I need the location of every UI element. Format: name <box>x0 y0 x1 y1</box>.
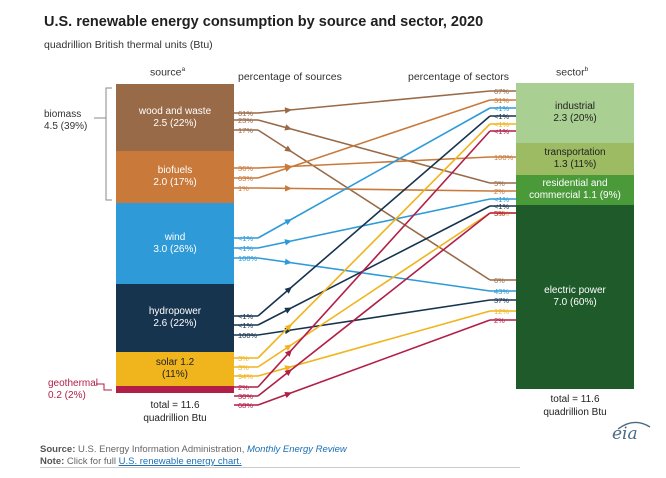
sector-block-transportation <box>516 143 634 175</box>
flow-arrow-icon <box>284 218 292 226</box>
source-label-hydropower: hydropower 2.6 (22%) <box>148 306 202 329</box>
source-label-solar-1-2: solar 1.2 (11%) <box>155 357 195 380</box>
source-block-wind <box>116 203 234 284</box>
flow-arrow-icon <box>284 307 292 314</box>
flow-line <box>257 205 491 326</box>
flow-line <box>257 107 491 239</box>
source-block-geothermal <box>116 386 234 393</box>
source-header: sourcea <box>150 66 186 79</box>
sector-label-residential-and: residential and commercial 1.1 (9%) <box>529 178 621 201</box>
source-label-wind: wind 3.0 (26%) <box>153 231 197 255</box>
flow-arrow-icon <box>284 369 292 377</box>
sector-block-electric-power <box>516 205 634 389</box>
flow-line <box>257 115 491 317</box>
page-title: U.S. renewable energy consumption by sou… <box>44 14 484 30</box>
flow-line <box>257 130 491 388</box>
flow-line <box>257 198 491 249</box>
flow-line <box>257 99 491 179</box>
flow-arrow-icon <box>284 344 292 351</box>
page-subtitle: quadrillion British thermal units (Btu) <box>44 39 213 51</box>
flow-line <box>257 90 491 114</box>
flow-line <box>257 257 491 292</box>
flow-arrow-icon <box>284 185 292 192</box>
source-block-hydropower <box>116 284 234 352</box>
flow-arrow-icon <box>284 124 292 131</box>
flow-arrow-icon <box>284 239 292 246</box>
flow-line <box>257 212 491 368</box>
source-label-biofuels: biofuels 2.0 (17%) <box>153 165 197 188</box>
pct-sources-header: percentage of sources <box>238 71 342 83</box>
pct-sectors-header: percentage of sectors <box>408 71 509 83</box>
eia-logo: eia <box>612 424 638 444</box>
geothermal-label: geothermal 0.2 (2%) <box>48 378 99 401</box>
geothermal-connector <box>96 383 112 391</box>
sector-block-residential-and <box>516 175 634 205</box>
sector-header: sectorb <box>556 66 589 79</box>
sector-block-industrial <box>516 83 634 143</box>
source-label-wood-and-waste: wood and waste 2.5 (22%) <box>138 105 212 129</box>
source-block-wood-and-waste <box>116 84 234 151</box>
monthly-energy-review-link[interactable]: Monthly Energy Review <box>246 444 347 455</box>
flow-arrow-icon <box>284 349 292 357</box>
flow-line <box>257 212 491 397</box>
sector-label-electric-power: electric power 7.0 (60%) <box>544 285 606 308</box>
flow-line <box>257 319 491 406</box>
flow-line <box>257 156 491 169</box>
flow-arrow-icon <box>284 258 292 266</box>
flow-arrow-icon <box>284 165 292 172</box>
sector-label-transportation: transportation 1.3 (11%) <box>544 147 606 170</box>
source-total: total = 11.6 quadrillion Btu <box>143 400 207 424</box>
source-block-solar-1-2 <box>116 352 234 386</box>
flow-line <box>257 129 491 281</box>
eia-logo-arc-icon <box>617 421 651 430</box>
flow-arrow-icon <box>284 145 292 152</box>
flow-arrow-icon <box>284 286 292 294</box>
flow-line <box>257 123 491 359</box>
biomass-bracket <box>105 87 112 201</box>
sector-label-industrial: industrial 2.3 (20%) <box>553 101 597 124</box>
footer-divider <box>40 467 520 468</box>
biomass-label: biomass 4.5 (39%) <box>44 109 88 132</box>
source-block-biofuels <box>116 151 234 203</box>
sector-total: total = 11.6 quadrillion Btu <box>543 394 607 418</box>
flow-arrow-icon <box>284 107 292 114</box>
flow-arrow-icon <box>284 365 292 372</box>
flow-arrow-icon <box>284 391 292 398</box>
flow-line <box>257 187 491 192</box>
footer: Source: U.S. Energy Information Administ… <box>40 444 347 467</box>
flow-arrow-icon <box>284 323 292 331</box>
flow-line <box>257 299 491 336</box>
full-chart-link[interactable]: U.S. renewable energy chart. <box>118 456 242 467</box>
